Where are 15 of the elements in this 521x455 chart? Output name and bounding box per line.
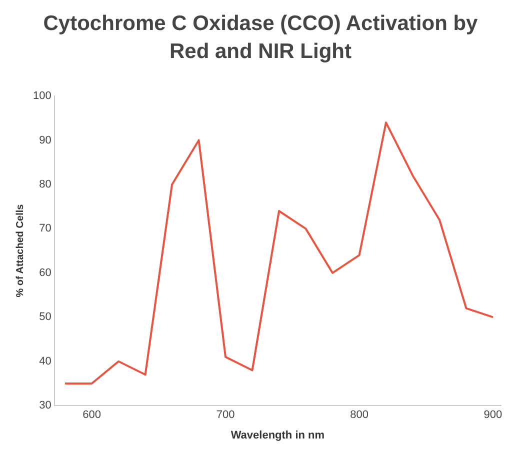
y-tick-label: 80 [39,178,52,190]
x-tick-label: 900 [484,409,502,422]
y-tick-label: 100 [32,90,52,102]
y-axis-title: % of Attached Cells [14,204,26,298]
y-tick-label: 30 [39,400,52,412]
x-axis-title: Wavelength in nm [230,429,325,442]
y-tick-label: 50 [39,311,52,324]
chart-title: Cytochrome C Oxidase (CCO) Activation by Red and NIR Light [42,11,479,65]
y-tick-label: 90 [39,134,52,146]
y-tick-label: 70 [39,222,52,235]
x-tick-label: 800 [350,409,368,422]
y-tick-label: 40 [39,355,52,368]
x-tick-label: 600 [82,409,101,422]
y-tick-label: 60 [39,266,52,279]
x-tick-label: 700 [216,409,235,422]
